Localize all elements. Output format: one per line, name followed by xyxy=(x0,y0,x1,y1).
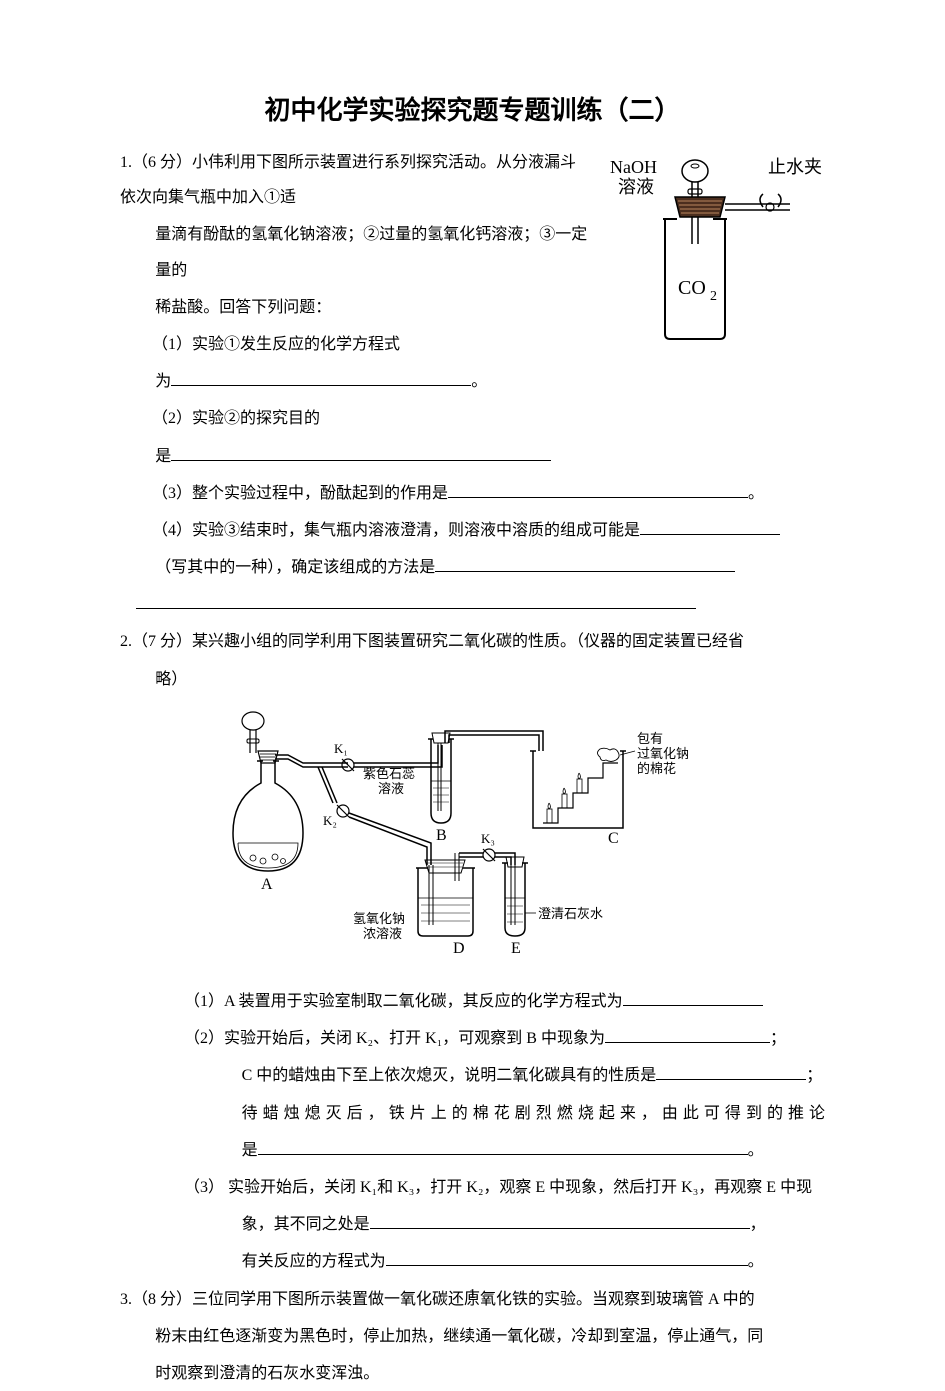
blank xyxy=(386,1249,748,1267)
q2-header-cont: 略） xyxy=(120,662,825,697)
label-b: B xyxy=(436,827,447,844)
q1-p1b-row: 为。 xyxy=(120,364,825,399)
q1-p3end: 。 xyxy=(748,485,764,502)
clamp-label: 止水夹 xyxy=(768,157,822,177)
blank xyxy=(171,443,551,461)
question-2: 2.（7 分）某兴趣小组的同学利用下图装置研究二氧化碳的性质。（仪器的固定装置已… xyxy=(120,624,825,1279)
label-k3: K₃ xyxy=(481,831,495,846)
page-number: 1 xyxy=(0,1287,945,1303)
q1-p1c: 。 xyxy=(471,373,487,390)
q1-p2b-row: 是 xyxy=(120,439,825,474)
label-a: A xyxy=(261,876,273,893)
naoh-label-2: 溶液 xyxy=(618,177,654,197)
q2-p2b: C 中的蜡烛由下至上依次熄灭，说明二氧化碳具有的性质是 xyxy=(242,1067,657,1084)
q1-p2b: 是 xyxy=(155,448,171,465)
limewater-label: 澄清石灰水 xyxy=(538,906,603,921)
stopper xyxy=(675,197,725,217)
q2-p3b-row: 象，其不同之处是 ， xyxy=(120,1207,825,1242)
q2-p2d: 是 xyxy=(242,1142,258,1159)
label-d: D xyxy=(453,940,465,957)
cotton-label-2: 过氧化钠 xyxy=(637,746,689,761)
naoh-label-1: NaOH xyxy=(610,157,657,177)
label-k1: K₁ xyxy=(334,741,348,756)
blank xyxy=(623,988,763,1006)
q1-p4b: （写其中的一种），确定该组成的方法是 xyxy=(155,559,435,576)
q1-p3-row: （3）整个实验过程中，酚酞起到的作用是 。 xyxy=(120,476,825,511)
q1-diagram: NaOH 溶液 止水夹 xyxy=(600,149,825,357)
q1-p3: （3）整个实验过程中，酚酞起到的作用是 xyxy=(152,485,448,502)
q2-p3b: 象，其不同之处是 xyxy=(242,1216,370,1233)
q1-p4c-row xyxy=(120,587,825,622)
q3-line3: 时观察到澄清的石灰水变浑浊。 xyxy=(120,1356,825,1391)
q1-p4b-row: （写其中的一种），确定该组成的方法是 xyxy=(120,550,825,585)
cotton-label-1: 包有 xyxy=(637,731,663,746)
blank xyxy=(435,554,735,572)
blank xyxy=(605,1026,770,1044)
q1-p2a: （2）实验②的探究目的 xyxy=(120,401,825,436)
pinch-clamp xyxy=(760,194,781,207)
q2-diagram: A K₁ K₂ xyxy=(120,703,825,976)
q2-p3b-end: ， xyxy=(750,1216,766,1233)
cotton-icon xyxy=(597,748,619,761)
question-1: NaOH 溶液 止水夹 xyxy=(120,145,825,624)
flask-a xyxy=(233,761,303,871)
q2-p2a-row: （2）实验开始后，关闭 K₂、打开 K₁，可观察到 B 中现象为 ； xyxy=(120,1021,825,1056)
q1-p4a: （4）实验③结束时，集气瓶内溶液澄清，则溶液中溶质的组成可能是 xyxy=(152,522,640,539)
svg-text:2: 2 xyxy=(710,289,717,304)
naoh-conc-2: 浓溶液 xyxy=(363,926,402,941)
q2-p1-row: （1）A 装置用于实验室制取二氧化碳，其反应的化学方程式为 xyxy=(120,984,825,1019)
q2-p3a: （3） 实验开始后，关闭 K₁和 K₃，打开 K₂，观察 E 中现象，然后打开 … xyxy=(120,1170,825,1205)
q1-p1b: 为 xyxy=(155,373,171,390)
litmus-label-1: 紫色石蕊 xyxy=(363,766,415,781)
q1-p4a-row: （4）实验③结束时，集气瓶内溶液澄清，则溶液中溶质的组成可能是 xyxy=(120,513,825,548)
litmus-label-2: 溶液 xyxy=(378,781,404,796)
q2-p2a: （2）实验开始后，关闭 K₂、打开 K₁，可观察到 B 中现象为 xyxy=(184,1030,605,1047)
q2-p2a-end: ； xyxy=(770,1030,786,1047)
q2-p2d-end: 。 xyxy=(748,1142,764,1159)
cotton-label-3: 的棉花 xyxy=(637,761,676,776)
blank xyxy=(136,592,696,610)
blank xyxy=(258,1137,748,1155)
blank xyxy=(171,369,471,387)
bottle-d xyxy=(418,868,473,936)
label-c: C xyxy=(608,830,619,847)
q2-header: 2.（7 分）某兴趣小组的同学利用下图装置研究二氧化碳的性质。（仪器的固定装置已… xyxy=(120,624,825,659)
label-k2: K₂ xyxy=(323,813,337,828)
blank xyxy=(448,480,748,498)
q2-p2b-row: C 中的蜡烛由下至上依次熄灭，说明二氧化碳具有的性质是 ； xyxy=(120,1058,825,1093)
blank xyxy=(370,1212,750,1230)
q3-line2: 粉末由红色逐渐变为黑色时，停止加热，继续通一氧化碳，冷却到室温，停止通气，同 xyxy=(120,1319,825,1354)
funnel-bulb xyxy=(682,160,708,182)
naoh-conc-1: 氢氧化钠 xyxy=(353,911,405,926)
q2-p3c-end: 。 xyxy=(748,1253,764,1270)
q2-p2d-row: 是。 xyxy=(120,1133,825,1168)
q2-p1: （1）A 装置用于实验室制取二氧化碳，其反应的化学方程式为 xyxy=(184,993,623,1010)
blank xyxy=(640,517,780,535)
q2-p2b-end: ； xyxy=(806,1067,822,1084)
page-title: 初中化学实验探究题专题训练（二） xyxy=(120,90,825,127)
q2-p3c-row: 有关反应的方程式为 。 xyxy=(120,1244,825,1279)
label-e: E xyxy=(511,940,521,957)
co2-label: CO xyxy=(678,277,706,299)
q2-p2c: 待蜡烛熄灭后，铁片上的棉花剧烈燃烧起来，由此可得到的推论 xyxy=(120,1096,825,1131)
q2-p3c: 有关反应的方程式为 xyxy=(242,1253,386,1270)
blank xyxy=(656,1063,806,1081)
